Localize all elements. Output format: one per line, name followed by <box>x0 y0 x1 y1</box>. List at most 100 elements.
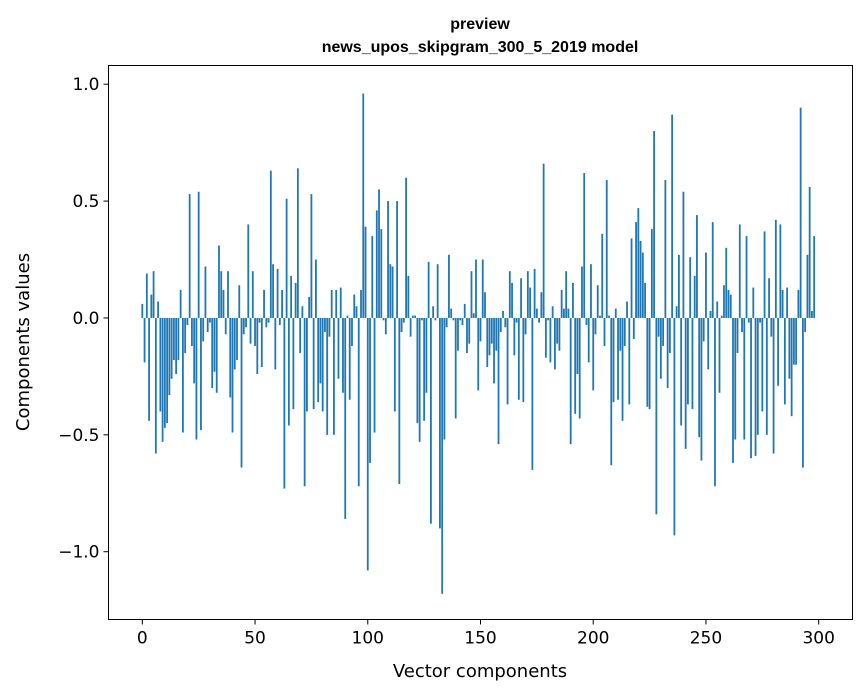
bar-254 <box>714 317 716 487</box>
bar-99 <box>364 226 367 318</box>
x-tick-label-100: 100 <box>352 629 384 649</box>
bar-25 <box>197 191 200 318</box>
bar-60 <box>276 268 279 318</box>
bar-284 <box>781 289 784 318</box>
x-tick-label-250: 250 <box>690 629 722 649</box>
bar-91 <box>346 315 349 318</box>
bar-85 <box>333 317 335 435</box>
bar-138 <box>452 317 455 321</box>
bar-179 <box>544 317 547 358</box>
bar-281 <box>774 219 777 318</box>
bar-44 <box>240 317 243 468</box>
bar-177 <box>540 292 543 318</box>
bar-211 <box>617 317 619 400</box>
bar-239 <box>680 317 683 426</box>
bar-279 <box>770 317 773 337</box>
bar-286 <box>786 287 789 318</box>
bar-272 <box>754 317 757 456</box>
bar-203 <box>599 315 601 318</box>
bar-103 <box>373 317 376 433</box>
bar-171 <box>526 271 529 318</box>
x-tick-label-200: 200 <box>577 629 609 649</box>
bar-255 <box>716 301 719 318</box>
bar-181 <box>549 317 552 363</box>
bar-136 <box>448 254 450 318</box>
bar-198 <box>587 317 590 363</box>
bar-292 <box>799 107 802 318</box>
bar-165 <box>513 317 516 356</box>
bar-12 <box>168 317 171 396</box>
bar-267 <box>743 317 746 440</box>
bar-88 <box>339 287 342 318</box>
bar-204 <box>601 233 604 318</box>
bar-43 <box>238 285 241 318</box>
bar-209 <box>612 317 615 403</box>
bar-186 <box>560 289 563 318</box>
bar-45 <box>242 317 245 335</box>
bar-61 <box>278 317 281 325</box>
bar-119 <box>409 317 412 337</box>
bar-210 <box>614 308 617 318</box>
bar-183 <box>554 317 556 370</box>
bar-139 <box>454 317 457 419</box>
bar-111 <box>391 266 394 318</box>
bar-227 <box>653 130 655 318</box>
bar-59 <box>274 317 277 370</box>
bar-47 <box>247 224 250 318</box>
bar-253 <box>711 222 714 318</box>
bar-31 <box>211 317 214 389</box>
bar-154 <box>488 317 491 356</box>
bar-235 <box>671 114 674 318</box>
bar-148 <box>475 259 477 318</box>
y-tick-label-0: −1.0 <box>58 543 99 563</box>
bar-247 <box>698 317 701 438</box>
bar-27 <box>202 317 205 342</box>
bar-67 <box>292 317 295 410</box>
bar-201 <box>594 317 597 335</box>
bar-220 <box>637 208 640 318</box>
bar-280 <box>772 317 775 454</box>
bar-230 <box>659 317 662 379</box>
bar-32 <box>213 317 216 372</box>
bar-229 <box>657 317 660 337</box>
bar-208 <box>610 317 613 466</box>
bar-257 <box>720 315 723 318</box>
bar-71 <box>301 306 304 318</box>
bar-278 <box>768 278 770 318</box>
bar-256 <box>718 317 721 393</box>
bar-35 <box>220 271 223 318</box>
bar-156 <box>493 317 495 384</box>
plot-frame <box>108 65 853 620</box>
bar-38 <box>227 271 229 318</box>
bar-285 <box>783 317 786 405</box>
bar-296 <box>808 187 811 318</box>
bar-298 <box>813 236 816 318</box>
bar-107 <box>382 317 385 321</box>
bar-290 <box>795 317 798 365</box>
bar-202 <box>596 285 599 318</box>
bar-245 <box>693 275 696 318</box>
bar-215 <box>626 301 628 318</box>
bar-73 <box>306 317 308 412</box>
bar-36 <box>222 289 225 318</box>
bar-54 <box>263 289 265 318</box>
bar-112 <box>393 317 396 412</box>
bar-263 <box>734 317 737 440</box>
bar-102 <box>371 236 374 318</box>
bar-76 <box>312 317 315 410</box>
y-tick-label-3: 0.5 <box>72 192 99 212</box>
bar-222 <box>641 252 644 318</box>
x-axis: 0 50 100 150 200 250 300 <box>137 619 835 649</box>
bar-19 <box>184 317 187 354</box>
bar-283 <box>779 224 782 318</box>
bar-6 <box>154 317 157 454</box>
bar-226 <box>650 229 653 318</box>
y-axis: −1.0 −0.5 0.0 0.5 1.0 <box>58 75 109 563</box>
bar-18 <box>182 317 184 433</box>
bar-274 <box>759 317 761 323</box>
bar-105 <box>378 189 380 318</box>
bar-48 <box>249 317 252 344</box>
bar-118 <box>407 275 410 318</box>
bar-106 <box>380 229 383 318</box>
